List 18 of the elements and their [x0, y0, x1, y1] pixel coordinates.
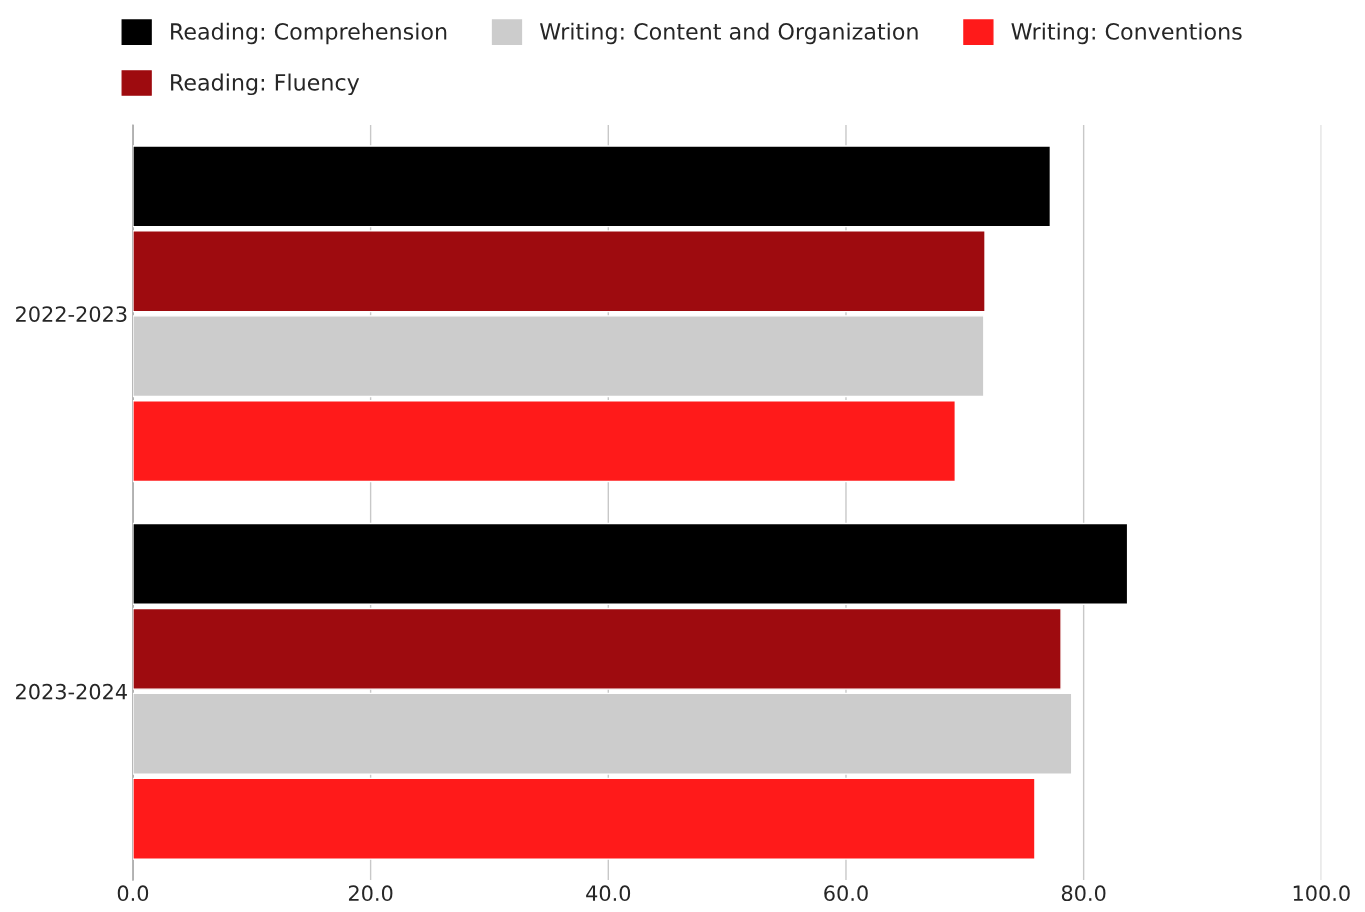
legend-label: Reading: Fluency [171, 73, 360, 96]
x-tick-label: 100.0 [1293, 885, 1350, 902]
x-tick-label: 20.0 [348, 885, 393, 902]
x-tick-label: 60.0 [824, 885, 868, 902]
legend-label: Reading: Comprehension [171, 22, 447, 45]
bar [132, 400, 956, 483]
legend-label: Writing: Content and Organization [539, 22, 918, 45]
legend-label: Writing: Conventions [1011, 22, 1242, 45]
bar [132, 777, 1036, 860]
y-tick-label: 2022-2023 [16, 306, 127, 322]
bar [132, 145, 1052, 228]
bar [132, 522, 1129, 605]
x-tick-label: 80.0 [1061, 885, 1106, 902]
bar [132, 230, 986, 313]
x-tick-label: 0.0 [117, 885, 149, 902]
x-tick-label: 40.0 [586, 885, 631, 902]
bar [132, 607, 1062, 690]
y-tick-label: 2023-2024 [16, 683, 127, 700]
